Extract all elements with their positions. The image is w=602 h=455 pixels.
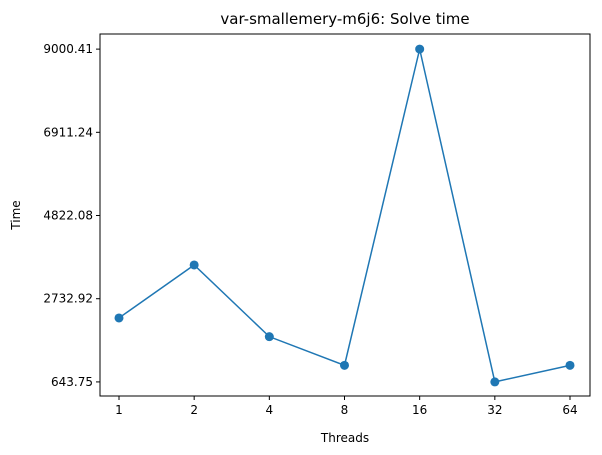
x-tick-label: 32 [487,403,502,417]
plot-area-frame [99,33,591,397]
x-tick-label: 64 [562,403,577,417]
data-point [415,44,425,54]
y-tick-label: 643.75 [51,375,93,389]
x-tick-label: 4 [266,403,274,417]
y-tick-label: 9000.41 [43,42,93,56]
y-axis-label: Time [9,200,23,230]
x-axis-label: Threads [320,431,369,445]
data-point [114,313,124,323]
series-markers [114,44,575,387]
data-point [264,332,274,342]
x-tick-label: 8 [341,403,349,417]
x-tick-label: 1 [115,403,123,417]
series-line [118,48,571,383]
chart-title: var-smallemery-m6j6: Solve time [220,10,469,28]
data-point [189,260,199,270]
data-point [565,360,575,370]
x-tick-label: 2 [190,403,198,417]
x-axis: 1 2 4 8 16 32 64 [115,396,578,417]
y-tick-label: 4822.08 [43,209,93,223]
data-point [340,360,349,370]
y-tick-label: 6911.24 [43,125,93,139]
x-tick-label: 16 [412,403,427,417]
y-tick-label: 2732.92 [43,292,93,306]
data-point [490,377,500,387]
y-axis: 643.75 2732.92 4822.08 6911.24 9000.41 [43,42,100,389]
